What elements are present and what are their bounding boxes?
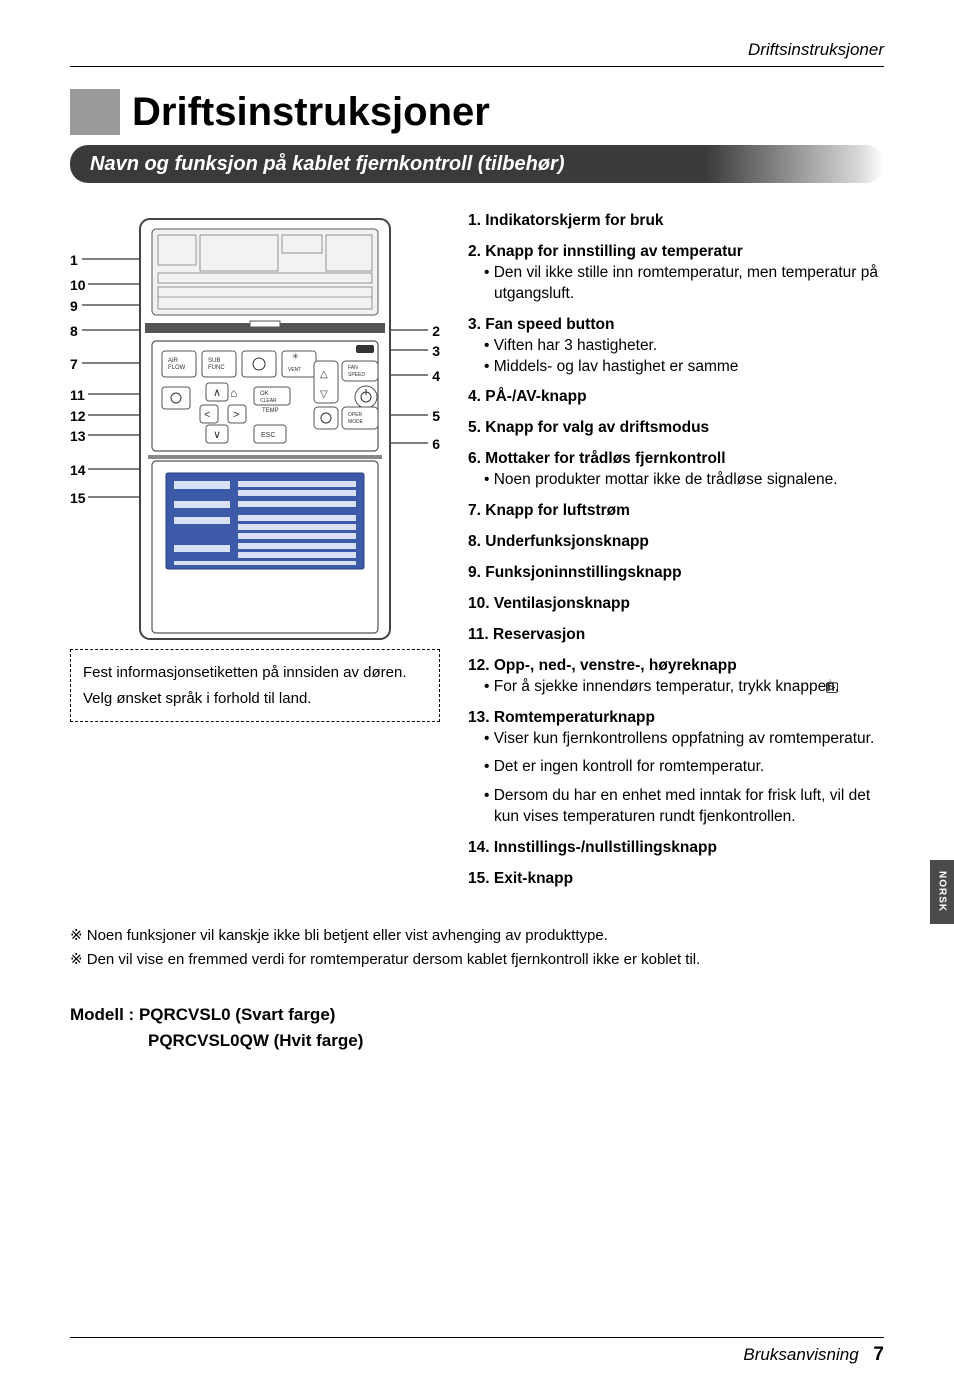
subtitle-bar: Navn og funksjon på kablet fjernkontroll… [70,145,884,183]
list-item: 7. Knapp for luftstrøm [468,501,884,522]
callout-9: 9 [70,299,78,313]
svg-text:✳: ✳ [292,352,299,361]
svg-text:VENT: VENT [288,367,301,373]
list-item: 6. Mottaker for trådløs fjernkontroll • … [468,449,884,491]
title-accent-block [70,89,120,135]
callout-10: 10 [70,278,86,292]
list-item: 10. Ventilasjonsknapp [468,594,884,615]
footer-rule [70,1337,884,1338]
callout-6: 6 [432,437,440,451]
list-item: 4. PÅ-/AV-knapp [468,387,884,408]
model-block: Modell : PQRCVSL0 (Svart farge) PQRCVSL0… [70,1002,884,1053]
left-column: 1 10 9 8 7 11 12 13 14 15 2 3 4 5 6 [70,211,440,722]
list-item: 9. Funksjoninnstillingsknapp [468,563,884,584]
list-item: 2. Knapp for innstilling av temperatur •… [468,242,884,305]
svg-text:CLEAR: CLEAR [260,398,277,404]
list-item: 13. Romtemperaturknapp • Viser kun fjern… [468,708,884,829]
callout-5: 5 [432,409,440,423]
callout-12: 12 [70,409,86,423]
callout-11: 11 [70,388,85,402]
list-item: 1. Indikatorskjerm for bruk [468,211,884,232]
svg-text:ESC: ESC [261,432,275,439]
callout-13: 13 [70,429,86,443]
remote-diagram: 1 10 9 8 7 11 12 13 14 15 2 3 4 5 6 [70,211,440,641]
svg-text:SPEED: SPEED [348,372,365,378]
header-rule [70,66,884,67]
page-number: 7 [873,1344,884,1365]
page-title: Driftsinstruksjoner [132,92,490,132]
model-line-1: Modell : PQRCVSL0 (Svart farge) [70,1002,884,1028]
svg-text:∧: ∧ [213,387,221,399]
callout-14: 14 [70,463,86,477]
list-item: 8. Underfunksjonsknapp [468,532,884,553]
callout-3: 3 [432,344,440,358]
svg-text:FLOW: FLOW [168,365,186,371]
list-item: 15. Exit-knapp [468,869,884,890]
info-line-2: Velg ønsket språk i forhold til land. [83,686,427,712]
svg-text:∨: ∨ [213,429,221,441]
right-arrow-key-icon: ⌂ [824,678,840,694]
svg-text:AIR: AIR [168,358,179,364]
info-label-box: Fest informasjonsetiketten på innsiden a… [70,649,440,722]
list-item: 14. Innstillings-/nullstillingsknapp [468,838,884,859]
callout-4: 4 [432,369,440,383]
list-item: 12. Opp-, ned-, venstre-, høyreknapp • F… [468,656,884,698]
model-line-2: PQRCVSL0QW (Hvit farge) [70,1028,884,1054]
callout-7: 7 [70,357,78,371]
footer-label: Bruksanvisning [743,1345,858,1364]
list-item: 5. Knapp for valg av driftsmodus [468,418,884,439]
svg-text:>: > [233,409,239,421]
list-item: 3. Fan speed button • Viften har 3 hasti… [468,315,884,378]
footnote-1: ※ Noen funksjoner vil kanskje ikke bli b… [70,924,884,948]
svg-text:⌂: ⌂ [230,386,237,400]
title-row: Driftsinstruksjoner [70,89,884,135]
callout-1: 1 [70,253,78,267]
svg-text:SUB: SUB [208,358,220,364]
remote-svg: AIR FLOW SUB FUNC ✳ VENT [70,211,440,641]
feature-list: 1. Indikatorskjerm for bruk 2. Knapp for… [468,211,884,900]
svg-text:△: △ [320,369,328,380]
language-tab: NORSK [930,860,954,924]
svg-text:FAN: FAN [348,365,358,371]
callout-8: 8 [70,324,78,338]
svg-text:OPER: OPER [348,412,363,418]
footnotes: ※ Noen funksjoner vil kanskje ikke bli b… [70,924,884,972]
svg-text:<: < [204,409,210,421]
svg-text:⌂: ⌂ [829,679,832,684]
svg-text:MODE: MODE [348,419,364,425]
list-item: 11. Reservasjon [468,625,884,646]
svg-text:TEMP: TEMP [262,408,279,414]
svg-text:▽: ▽ [320,389,328,400]
info-line-1: Fest informasjonsetiketten på innsiden a… [83,660,427,686]
subtitle-text: Navn og funksjon på kablet fjernkontroll… [90,153,564,176]
svg-text:FUNC: FUNC [208,365,225,371]
footer: Bruksanvisning 7 [70,1337,884,1366]
footnote-2: ※ Den vil vise en fremmed verdi for romt… [70,948,884,972]
callout-2: 2 [432,324,440,338]
running-header: Driftsinstruksjoner [70,40,884,60]
callout-15: 15 [70,491,86,505]
svg-text:OK: OK [260,391,269,397]
